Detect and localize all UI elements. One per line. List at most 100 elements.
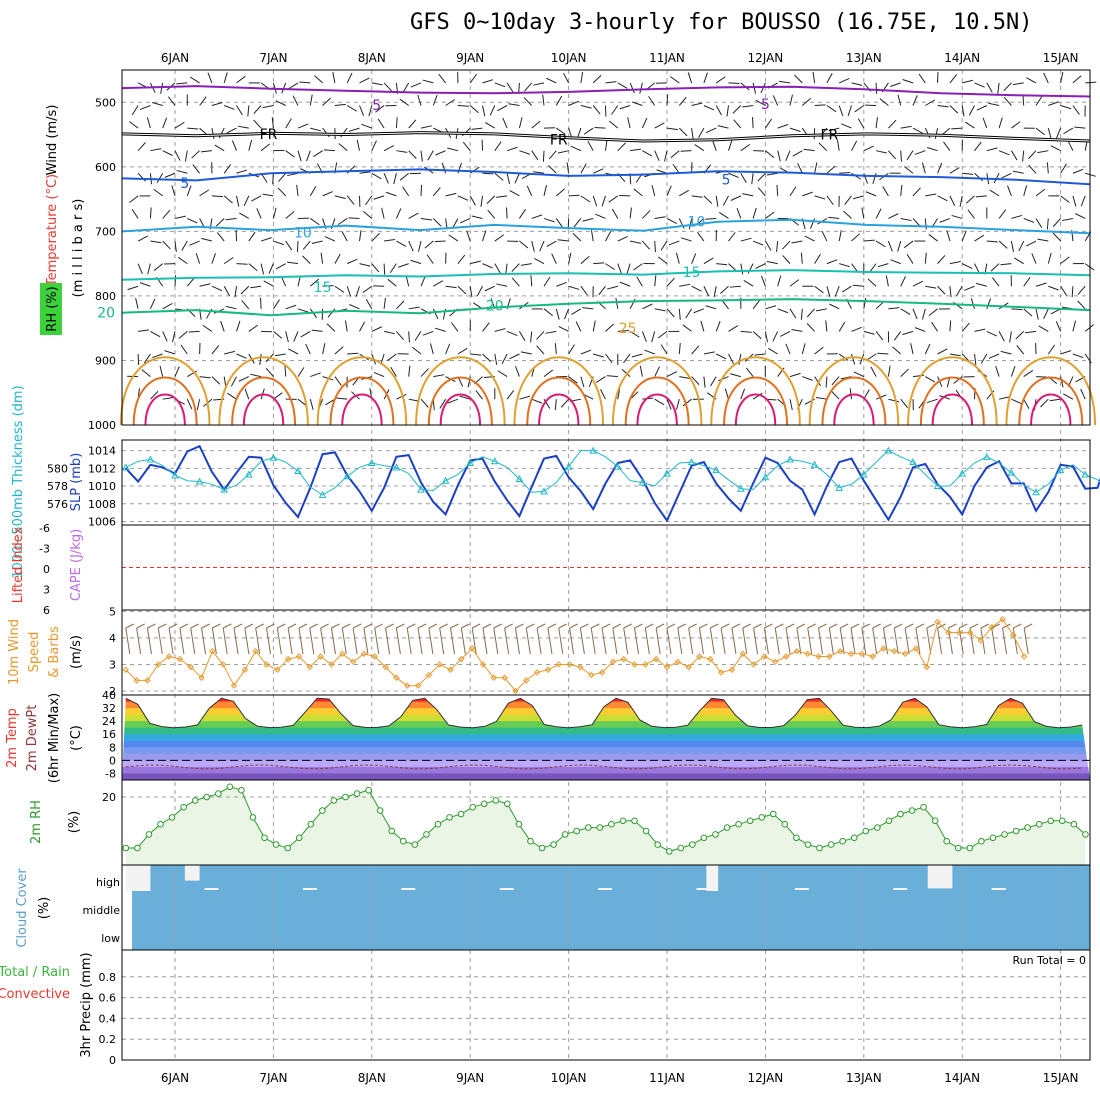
wind-barb [654, 150, 660, 161]
wind-barb [806, 308, 815, 318]
wind-barb [617, 82, 628, 89]
wind-barb [760, 275, 766, 287]
wind-speed-point [836, 647, 844, 655]
wind-barb [887, 240, 893, 252]
wind-barb [571, 308, 582, 315]
temp-band [122, 727, 1090, 735]
wind-barb [900, 398, 909, 409]
cloud-high-gap [184, 865, 200, 881]
wind-barb [814, 376, 822, 387]
wind-barb [617, 235, 628, 242]
wind-barb [1060, 195, 1070, 203]
cloud-high-gap [125, 865, 151, 891]
wind-speed-point [555, 661, 562, 668]
wind-barb-10m [612, 623, 622, 629]
rh-point [954, 844, 962, 852]
wind-barb [162, 209, 171, 219]
wind-barb [539, 240, 545, 252]
wind-barb [974, 141, 982, 151]
wind-barb [373, 372, 385, 378]
wind-barb [863, 239, 875, 242]
wind-barb [408, 150, 417, 159]
wind-barb [327, 308, 336, 318]
wind-barb [223, 195, 233, 204]
wind-barb [937, 162, 943, 174]
wind-barb [187, 370, 198, 378]
wind-barb [782, 240, 791, 250]
wind-barb [1072, 353, 1084, 359]
wind-barb [951, 214, 963, 219]
wind-barb-10m [536, 623, 546, 629]
wind-barb [639, 365, 643, 377]
cape-axis-title: CAPE (J/kg) [69, 529, 84, 601]
wind-barb [617, 388, 621, 400]
wind-barb-10m [190, 623, 199, 629]
wind-barb [1001, 172, 1012, 179]
date-label-top: 13JAN [846, 51, 882, 65]
wind-barb [497, 370, 508, 378]
wind-barb-10m [450, 627, 456, 655]
wind-barb [621, 368, 631, 377]
wind-barb-10m [731, 623, 741, 629]
wind-barb [924, 343, 931, 355]
wind-barb-10m [320, 627, 326, 655]
wind-barb-10m [330, 627, 336, 655]
wind-barb [777, 308, 789, 314]
wind-barb [494, 328, 506, 332]
rh-point [573, 827, 581, 835]
wind-barb-10m [168, 623, 178, 629]
wind-barb [480, 195, 483, 207]
wind-barb [1014, 257, 1024, 265]
wind-barb [383, 330, 395, 335]
wind-barb [831, 376, 840, 386]
wind-speed-point [176, 655, 184, 663]
wind-barb [445, 192, 457, 197]
thickness-point [982, 452, 991, 460]
wind-barb [138, 329, 150, 332]
wind-barb [615, 297, 619, 309]
thickness-point [244, 470, 253, 478]
thickness-point [1007, 468, 1016, 476]
wind-barb [211, 285, 223, 292]
temp-tick-label: 0 [109, 754, 116, 767]
cloud-high-gap [696, 888, 711, 890]
wind-barb [181, 240, 188, 251]
wind-speed-point [609, 658, 617, 666]
wind-barb [818, 142, 828, 152]
wind-barb [660, 344, 668, 355]
wind-barb-10m [883, 623, 892, 629]
surface-temp-contour [919, 376, 985, 426]
wind-barb [680, 237, 692, 242]
wind-barb [139, 105, 151, 110]
rh-point [1059, 817, 1066, 825]
wind-barb [297, 123, 309, 129]
wind-barb [1060, 376, 1064, 388]
wind-barb [359, 263, 371, 267]
wind-barb-10m [601, 627, 607, 655]
pressure-tick-label: 700 [95, 225, 116, 238]
wind-barb [789, 372, 801, 378]
wind-barb [402, 82, 410, 93]
wind-barb-10m [211, 627, 217, 655]
wind-barb [587, 140, 594, 151]
surface-temp-contour [636, 393, 678, 426]
isotherm-label: FR [820, 128, 838, 144]
wind-barb [623, 353, 631, 364]
wind-barb [766, 172, 778, 176]
thickness-point [392, 463, 401, 471]
rh-point [850, 834, 858, 842]
wind-barb [192, 164, 200, 174]
wind-barb-10m [125, 623, 135, 629]
rh-point [781, 820, 789, 828]
rh-point [480, 800, 488, 808]
date-label-bottom: 14JAN [944, 1071, 980, 1085]
wind-barb [970, 298, 975, 309]
wind-barb-10m [894, 623, 903, 629]
surface-temp-contour [833, 393, 875, 426]
wind-barb [605, 139, 608, 151]
surface-temp-contour [808, 356, 900, 426]
wind-barb [1077, 285, 1086, 295]
wind-barb [531, 150, 539, 161]
thickness-point [1032, 488, 1040, 496]
wind-speed-point [891, 647, 898, 655]
